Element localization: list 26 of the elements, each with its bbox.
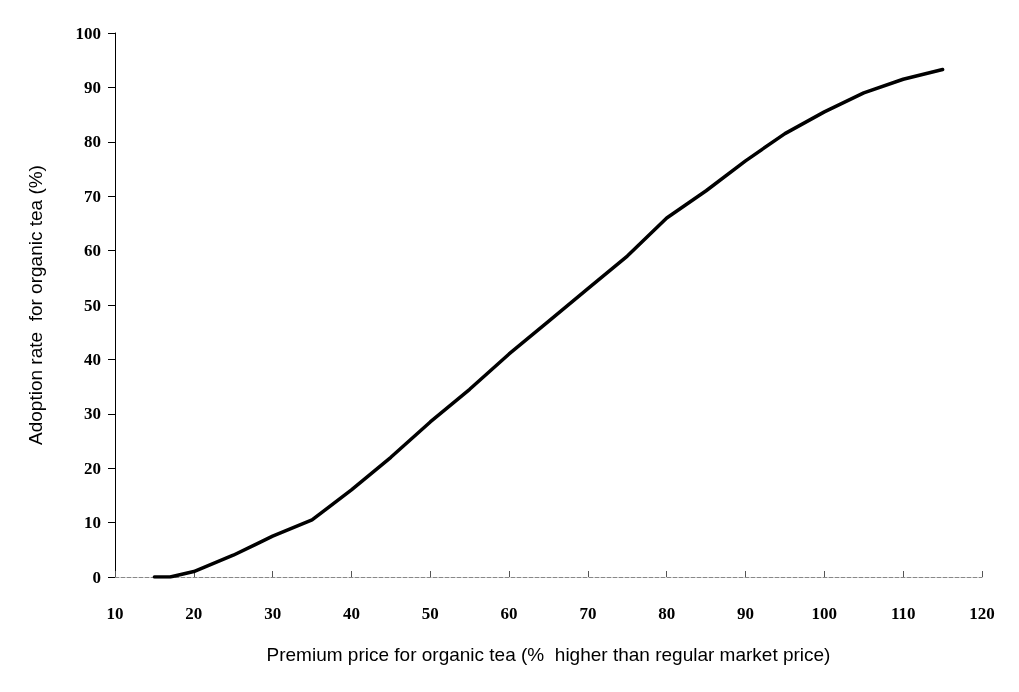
x-tick-label: 60 <box>500 604 518 623</box>
x-tick-label: 10 <box>106 604 124 623</box>
x-tick-label: 80 <box>658 604 676 623</box>
x-tick-label: 120 <box>969 604 995 623</box>
x-tick-label: 20 <box>185 604 203 623</box>
y-tick-label: 80 <box>84 132 101 152</box>
y-tick-label: 100 <box>75 23 101 43</box>
y-axis-title: Adoption rate for organic tea (%) <box>25 165 46 445</box>
x-axis-title: Premium price for organic tea (% higher than regular market price) <box>266 644 831 665</box>
x-tick-label: 70 <box>579 604 597 623</box>
y-tick-label: 30 <box>84 404 101 424</box>
y-tick-label: 60 <box>84 241 101 261</box>
y-tick-label: 70 <box>84 186 101 206</box>
line-series <box>152 67 945 579</box>
x-tick-label: 40 <box>342 604 360 623</box>
y-tick-label: 90 <box>84 77 101 97</box>
y-tick-label: 50 <box>84 295 101 315</box>
x-tick-label: 90 <box>737 604 755 623</box>
y-tick-label: 10 <box>84 513 101 533</box>
x-tick-label: 100 <box>811 604 838 623</box>
y-tick-label: 0 <box>92 567 101 587</box>
x-tick-label: 110 <box>890 604 916 623</box>
y-tick-label: 40 <box>84 349 101 369</box>
x-tick-label: 50 <box>421 604 439 623</box>
x-tick-label: 30 <box>264 604 282 623</box>
y-tick-label: 20 <box>84 458 101 478</box>
